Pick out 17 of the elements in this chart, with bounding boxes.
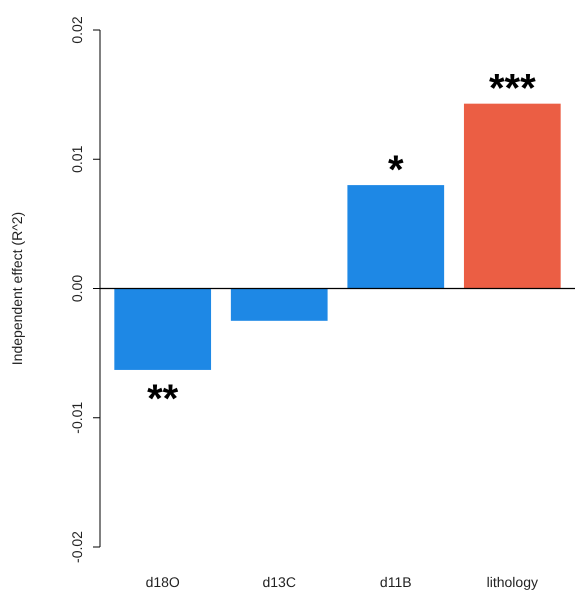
y-tick-label: 0.02 (69, 16, 85, 44)
x-tick-label: d18O (146, 574, 180, 590)
annotation: * (388, 148, 404, 192)
x-tick-label: d11B (380, 574, 412, 590)
y-tick-label: -0.02 (69, 530, 85, 563)
y-tick-label: -0.01 (69, 402, 85, 434)
y-tick-label: 0.01 (69, 145, 85, 173)
bar (230, 288, 328, 321)
bar (464, 104, 561, 288)
y-tick-label: 0.00 (69, 274, 85, 302)
bar (114, 288, 212, 370)
bar (347, 185, 444, 288)
annotation: ** (147, 376, 179, 421)
x-tick-label: lithology (486, 574, 538, 590)
annotation: *** (488, 66, 536, 111)
x-tick-label: d13C (262, 574, 296, 590)
y-axis-title: Independent effect (R^2) (9, 212, 25, 366)
